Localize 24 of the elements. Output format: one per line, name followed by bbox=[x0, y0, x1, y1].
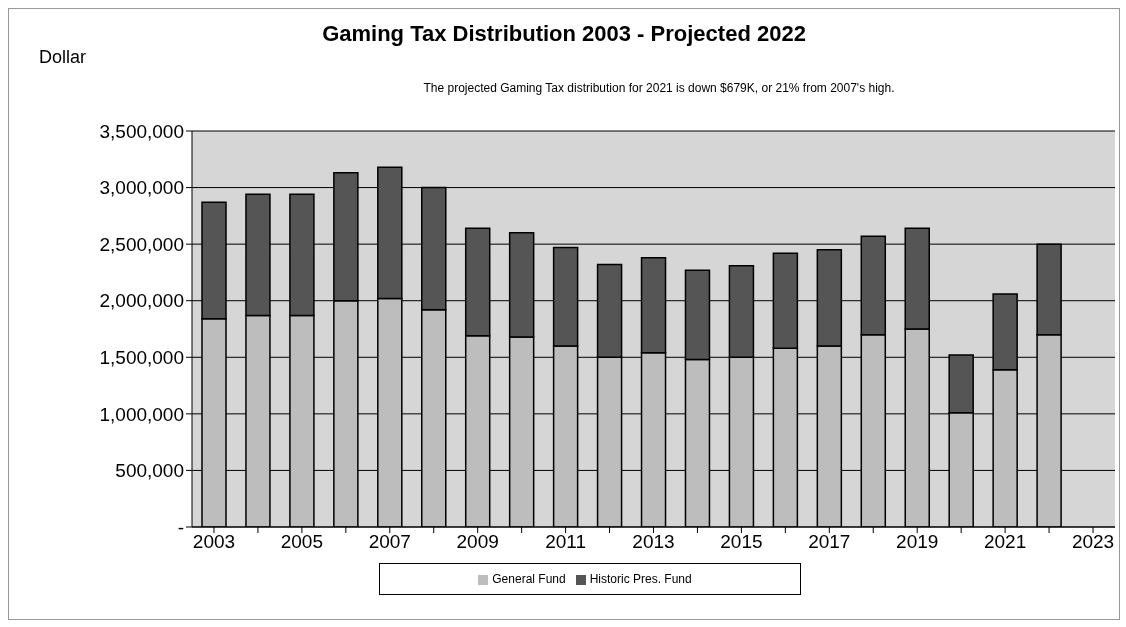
chart-subtitle: The projected Gaming Tax distribution for 2021 is down $679K, or 21% from 2007's high. bbox=[422, 81, 896, 95]
legend-label: General Fund bbox=[492, 572, 566, 586]
x-tick-label: 2011 bbox=[545, 531, 587, 553]
y-axis-title: Dollar bbox=[39, 47, 87, 68]
x-tick-label: 2023 bbox=[1071, 531, 1115, 553]
x-tick-label: 2017 bbox=[808, 531, 851, 553]
x-tick-label: 2005 bbox=[280, 531, 324, 553]
y-tick-label: 3,000,000 bbox=[99, 177, 184, 199]
legend-label: Historic Pres. Fund bbox=[589, 572, 692, 586]
x-tick-label: 2013 bbox=[632, 531, 675, 553]
y-tick-label: - bbox=[177, 516, 184, 538]
y-tick-label: 1,500,000 bbox=[99, 347, 184, 369]
y-tick-label: 3,500,000 bbox=[99, 120, 184, 142]
chart-title: Gaming Tax Distribution 2003 - Projected 2022 bbox=[321, 21, 807, 47]
y-tick-label: 2,500,000 bbox=[99, 233, 184, 255]
x-tick-label: 2019 bbox=[896, 531, 939, 553]
x-tick-label: 2003 bbox=[192, 531, 236, 553]
y-tick-label: 2,000,000 bbox=[99, 290, 184, 312]
x-tick-label: 2007 bbox=[368, 531, 411, 553]
y-tick-label: 500,000 bbox=[115, 460, 184, 482]
x-tick-label: 2015 bbox=[720, 531, 763, 553]
x-tick-label: 2021 bbox=[983, 531, 1027, 553]
x-tick-label: 2009 bbox=[456, 531, 499, 553]
y-tick-label: 1,000,000 bbox=[99, 403, 184, 425]
